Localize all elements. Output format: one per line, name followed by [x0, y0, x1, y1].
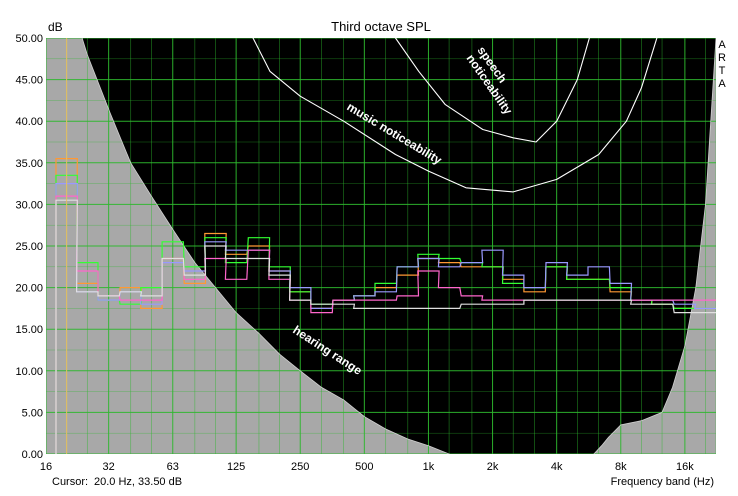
y-tick-label: 50.00 — [15, 33, 43, 45]
y-tick-label: 25.00 — [15, 241, 43, 253]
y-axis-label: dB — [48, 20, 63, 34]
y-tick-label: 0.00 — [22, 449, 43, 461]
brand-letter: R — [718, 52, 726, 64]
cursor-readout: 20.0 Hz, 33.50 dB — [94, 476, 182, 488]
brand-letter: T — [719, 65, 726, 77]
y-tick-label: 30.00 — [15, 199, 43, 211]
chart-title: Third octave SPL — [331, 19, 431, 34]
x-tick-label: 16 — [40, 461, 52, 473]
speech-noticeability-curve — [394, 38, 590, 143]
x-tick-label: 125 — [227, 461, 245, 473]
y-tick-label: 40.00 — [15, 116, 43, 128]
y-tick-label: 10.00 — [15, 366, 43, 378]
x-tick-label: 2k — [487, 461, 499, 473]
y-tick-label: 15.00 — [15, 324, 43, 336]
x-tick-label: 8k — [615, 461, 627, 473]
brand-letter: A — [718, 39, 726, 51]
x-tick-label: 16k — [676, 461, 694, 473]
x-tick-label: 1k — [423, 461, 435, 473]
y-tick-label: 45.00 — [15, 75, 43, 87]
spectrum-series-5 — [55, 199, 716, 454]
cursor-label: Cursor: — [52, 476, 88, 488]
x-tick-label: 500 — [355, 461, 373, 473]
y-tick-label: 5.00 — [22, 407, 43, 419]
brand-letter: A — [718, 78, 726, 90]
y-tick-label: 20.00 — [15, 283, 43, 295]
x-tick-label: 63 — [167, 461, 179, 473]
hearing-range-curve — [81, 38, 716, 454]
music-noticeability-curve — [252, 38, 658, 193]
x-tick-label: 4k — [551, 461, 563, 473]
y-tick-label: 35.00 — [15, 158, 43, 170]
x-axis-label: Frequency band (Hz) — [611, 476, 714, 488]
x-tick-label: 32 — [103, 461, 115, 473]
x-tick-label: 250 — [291, 461, 309, 473]
